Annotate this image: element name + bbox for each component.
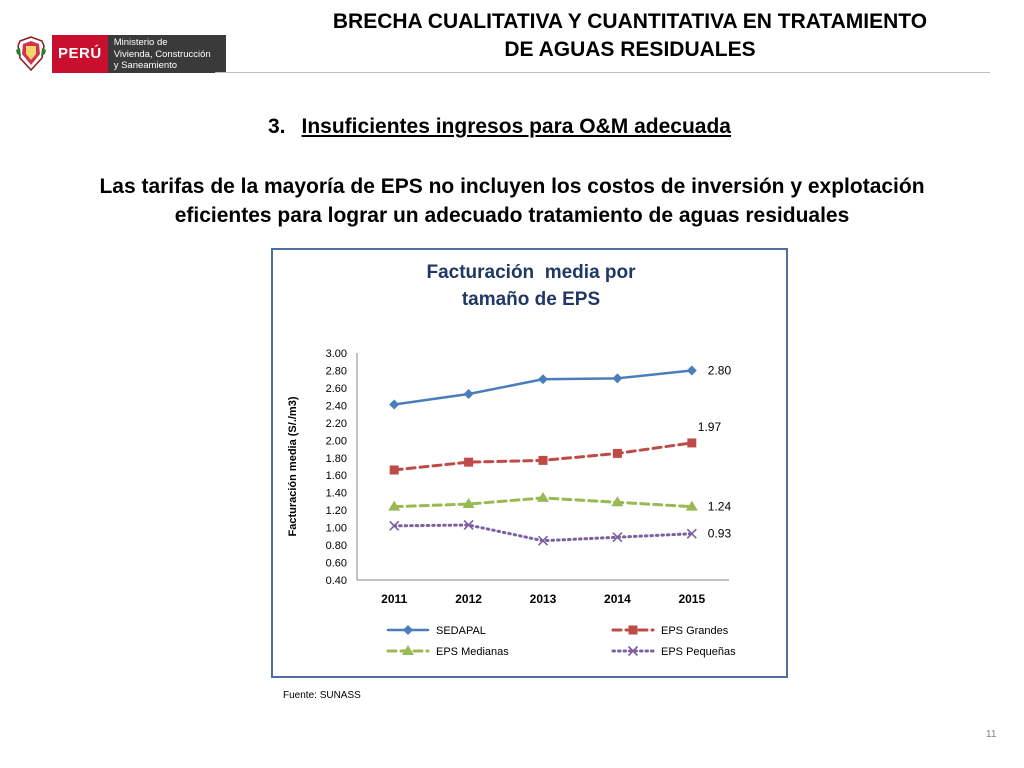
y-tick-label: 2.60 — [326, 383, 347, 395]
data-point-sedapal — [389, 399, 400, 410]
x-tick-label: 2015 — [678, 592, 705, 606]
data-point-eps-pequeñas — [537, 535, 549, 546]
legend-marker-sedapal — [403, 625, 413, 635]
y-tick-label: 1.80 — [326, 453, 347, 465]
ministry-line: y Saneamiento — [113, 60, 178, 71]
source-note: Fuente: SUNASS — [283, 690, 361, 701]
data-point-sedapal — [686, 365, 697, 376]
page-title-line: DE AGUAS RESIDUALES — [504, 38, 756, 61]
legend-marker-eps-medianas — [402, 645, 414, 655]
y-tick-label: 3.00 — [326, 348, 347, 360]
data-label-eps-medianas: 1.24 — [708, 500, 732, 514]
data-point-eps-grandes — [687, 438, 697, 448]
lead-text: Las tarifas de la mayoría de EPS no incl… — [40, 172, 984, 230]
legend-label-eps-medianas: EPS Medianas — [436, 646, 509, 658]
ministry-line: Vivienda, Construcción — [113, 48, 211, 60]
section-number: 3. — [268, 115, 286, 138]
lead-line: Las tarifas de la mayoría de EPS no incl… — [99, 175, 925, 198]
data-point-eps-pequeñas — [686, 528, 697, 539]
data-label-sedapal: 2.80 — [708, 363, 732, 377]
y-tick-label: 0.60 — [326, 558, 347, 570]
legend-label-eps-pequeñas: EPS Pequeñas — [661, 646, 736, 658]
data-label-eps-pequeñas: 0.93 — [708, 527, 732, 541]
data-point-eps-medianas — [685, 500, 698, 511]
data-point-sedapal — [538, 374, 548, 385]
page-title: BRECHA CUALITATIVA Y CUANTITATIVA EN TRA… — [300, 8, 960, 64]
line-chart: Facturación media por tamaño de EPS 3.00 2.… — [287, 262, 736, 658]
legend-marker-eps-pequeñas — [627, 645, 639, 657]
y-tick-label: 2.40 — [326, 400, 347, 412]
country-label: PERÚ — [52, 35, 108, 73]
legend-marker-eps-grandes — [628, 625, 638, 635]
chart-title-line: Facturación media por — [426, 262, 636, 283]
y-tick-label: 0.40 — [326, 575, 347, 587]
data-point-eps-medianas — [611, 496, 624, 507]
y-tick-label: 1.00 — [326, 523, 347, 535]
x-tick-label: 2013 — [530, 592, 557, 606]
chart-title-line: tamaño de EPS — [462, 289, 600, 310]
section-title: Insuficientes ingresos para O&M adecuada — [301, 115, 731, 138]
y-tick-label: 1.20 — [326, 505, 347, 517]
y-tick-label: 0.80 — [326, 540, 347, 552]
legend-label-sedapal: SEDAPAL — [436, 625, 486, 637]
x-tick-label: 2014 — [604, 592, 631, 606]
lead-line: eficientes para lograr un adecuado trata… — [174, 204, 850, 227]
header-divider — [215, 72, 990, 73]
data-point-eps-grandes — [538, 455, 548, 465]
data-point-eps-grandes — [389, 465, 399, 475]
ministry-line: Ministerio de — [113, 37, 168, 48]
data-point-eps-pequeñas — [612, 532, 623, 543]
data-point-eps-medianas — [462, 498, 475, 509]
ministry-logo: PERÚ Ministerio de Vivienda, Construcció… — [14, 32, 226, 76]
x-tick-label: 2012 — [455, 592, 482, 606]
data-point-eps-pequeñas — [389, 520, 400, 531]
data-point-eps-grandes — [464, 457, 474, 467]
data-point-eps-medianas — [537, 491, 549, 502]
legend-label-eps-grandes: EPS Grandes — [661, 625, 729, 637]
y-tick-label: 2.00 — [326, 435, 347, 447]
y-axis-label: Facturación media (S/./m3) — [287, 396, 299, 536]
y-tick-label: 2.20 — [326, 418, 347, 430]
data-label-eps-grandes: 1.97 — [698, 420, 722, 434]
y-tick-label: 1.40 — [326, 488, 347, 500]
page-title-line: BRECHA CUALITATIVA Y CUANTITATIVA EN TRA… — [332, 10, 928, 33]
y-tick-label: 2.80 — [326, 365, 347, 377]
data-point-eps-grandes — [612, 448, 622, 458]
chart-frame: Facturación media por tamaño de EPS 3.00 2.… — [271, 248, 788, 678]
x-tick-label: 2011 — [381, 592, 407, 606]
section-heading: 3. Insuficientes ingresos para O&M adecua… — [268, 115, 731, 139]
ministry-name: Ministerio de Vivienda, Construcción y S… — [107, 35, 226, 73]
data-point-eps-pequeñas — [463, 519, 474, 531]
data-point-eps-medianas — [388, 500, 401, 511]
y-tick-label: 1.60 — [326, 470, 347, 482]
coat-of-arms-icon — [16, 36, 46, 72]
data-point-sedapal — [612, 373, 623, 384]
series-line-eps-pequeñas — [392, 523, 694, 543]
page-number: 11 — [986, 729, 997, 740]
data-point-sedapal — [463, 389, 474, 400]
